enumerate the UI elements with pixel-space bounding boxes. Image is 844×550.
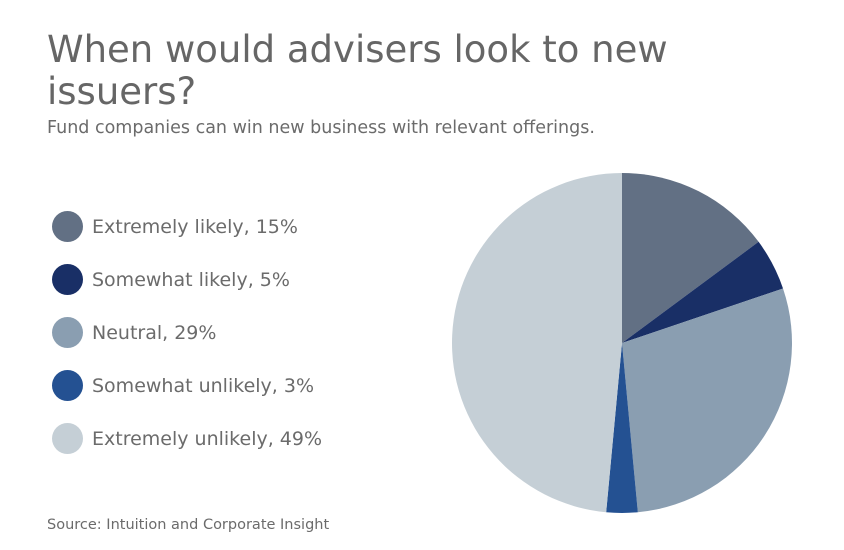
legend-label: Extremely unlikely, 49% bbox=[92, 427, 323, 450]
legend-label: Somewhat unlikely, 3% bbox=[92, 374, 314, 397]
legend-label: Extremely likely, 15% bbox=[92, 215, 298, 238]
chart-title: When would advisers look to new issuers? bbox=[47, 28, 668, 113]
legend-item-extremely-likely: Extremely likely, 15% bbox=[52, 200, 322, 253]
pie-slice-neutral bbox=[622, 288, 792, 513]
legend-item-extremely-unlikely: Extremely unlikely, 49% bbox=[52, 412, 322, 465]
chart-subtitle: Fund companies can win new business with… bbox=[47, 118, 595, 138]
legend-item-neutral: Neutral, 29% bbox=[52, 306, 322, 359]
legend-label: Neutral, 29% bbox=[92, 321, 217, 344]
legend-swatch bbox=[52, 264, 83, 295]
pie-slice-extremely-unlikely bbox=[452, 173, 622, 513]
pie-chart bbox=[452, 173, 792, 513]
legend-swatch bbox=[52, 370, 83, 401]
pie-slice-extremely-likely bbox=[622, 173, 759, 343]
legend-swatch bbox=[52, 317, 83, 348]
legend-label: Somewhat likely, 5% bbox=[92, 268, 290, 291]
source-note: Source: Intuition and Corporate Insight bbox=[47, 517, 330, 533]
legend-swatch bbox=[52, 211, 83, 242]
legend-item-somewhat-unlikely: Somewhat unlikely, 3% bbox=[52, 359, 322, 412]
pie-slice-somewhat-unlikely bbox=[606, 343, 638, 513]
pie-slice-somewhat-likely bbox=[622, 241, 784, 343]
legend: Extremely likely, 15% Somewhat likely, 5… bbox=[52, 200, 322, 465]
legend-item-somewhat-likely: Somewhat likely, 5% bbox=[52, 253, 322, 306]
legend-swatch bbox=[52, 423, 83, 454]
